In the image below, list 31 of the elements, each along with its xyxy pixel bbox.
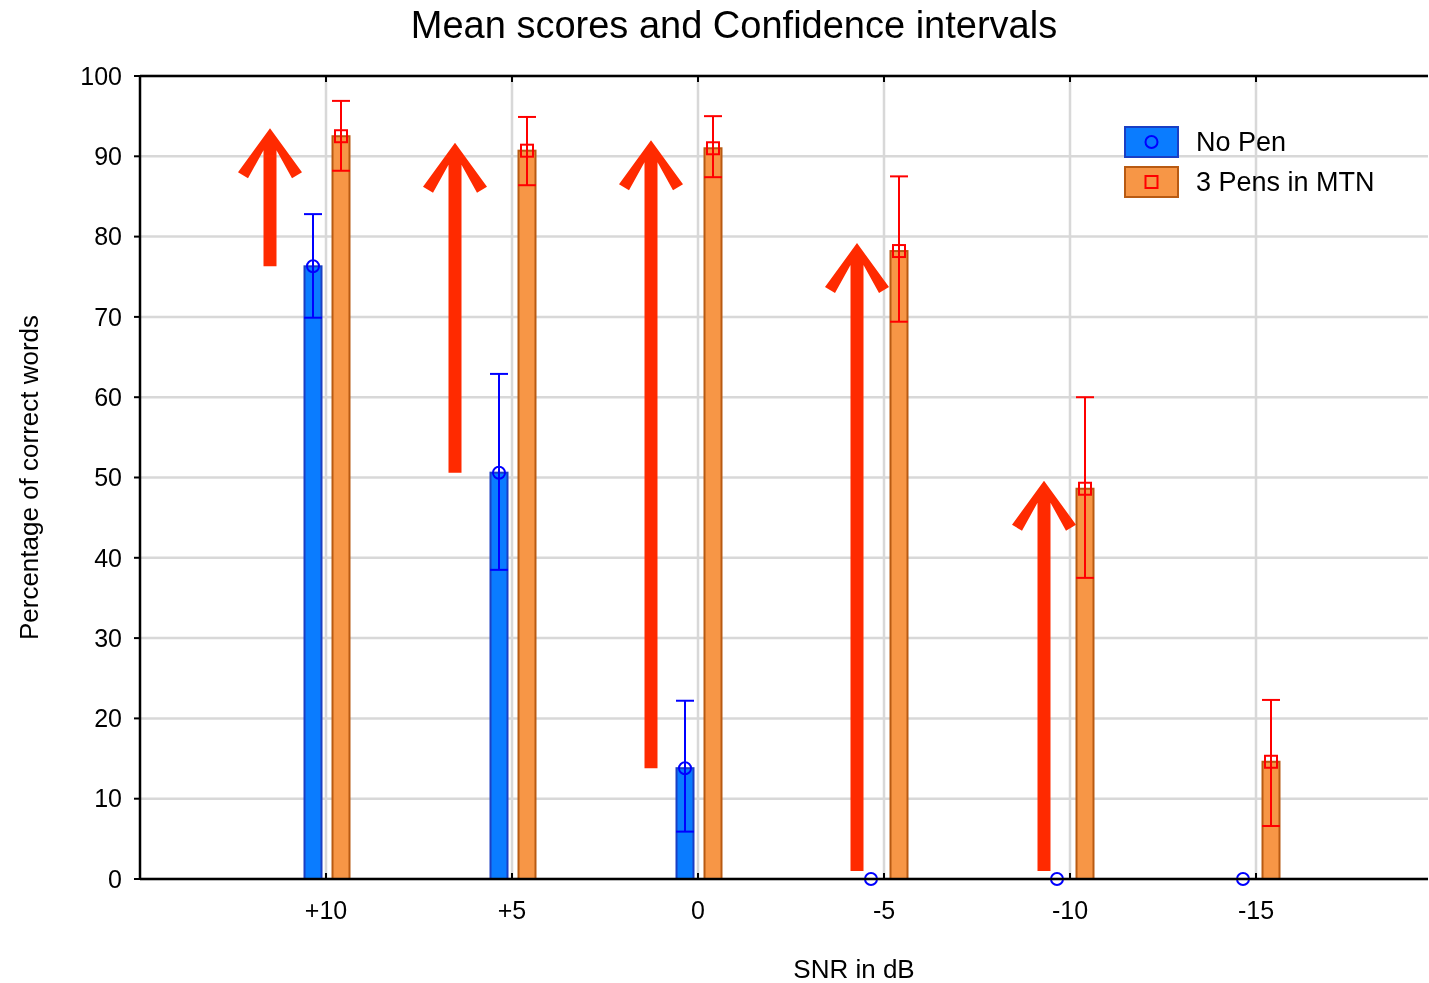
x-tick-label: -5: [872, 896, 896, 924]
bar: [1261, 760, 1281, 880]
x-tick-label: -10: [1051, 896, 1089, 924]
legend-label: No Pen: [1196, 127, 1287, 158]
y-axis-title: Percentage of correct words: [14, 314, 44, 641]
y-tick-label: 0: [108, 864, 122, 893]
x-tick-label: +5: [497, 896, 527, 924]
bar: [703, 147, 723, 880]
x-axis-title: SNR in dB: [793, 954, 915, 983]
y-tick-label: 70: [94, 302, 122, 331]
bar: [889, 250, 909, 880]
y-tick-label: 40: [94, 543, 122, 572]
bar: [517, 149, 537, 880]
legend-label: 3 Pens in MTN: [1196, 167, 1375, 198]
y-tick-label: 20: [94, 704, 122, 733]
y-tick-label: 100: [80, 61, 122, 90]
bar: [675, 767, 695, 880]
x-tick-label: +10: [304, 896, 348, 924]
x-tick-label: 0: [691, 896, 705, 924]
y-tick-label: 90: [94, 142, 122, 171]
y-tick-label: 10: [94, 784, 122, 813]
x-tick-label: -15: [1237, 896, 1275, 924]
chart-title: Mean scores and Confidence intervals: [410, 4, 1058, 46]
y-tick-label: 60: [94, 382, 122, 411]
bar: [489, 471, 509, 880]
bar: [303, 265, 323, 880]
bar: [331, 135, 351, 880]
y-tick-label: 30: [94, 623, 122, 652]
bar: [1075, 487, 1095, 880]
y-tick-label: 50: [94, 463, 122, 492]
y-tick-label: 80: [94, 222, 122, 251]
